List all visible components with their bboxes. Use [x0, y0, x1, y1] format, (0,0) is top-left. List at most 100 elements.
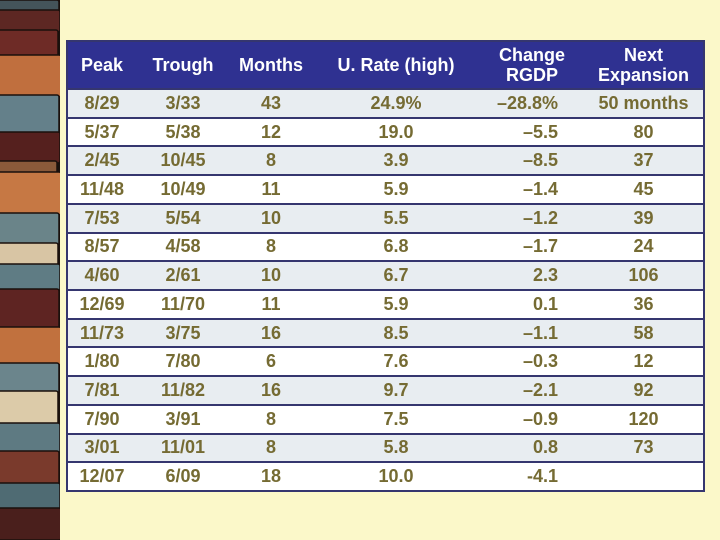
table-cell-months: 8: [265, 236, 276, 257]
table-cell-urate: 8.5: [383, 322, 409, 343]
table-cell-peak: 12/07: [79, 466, 125, 487]
column-header-peak: Peak: [80, 55, 124, 75]
table-cell-urate: 10.0: [378, 466, 414, 487]
table-cell-months: 12: [260, 121, 282, 142]
table-row: 11/73 3/75 16 8.5 –1.1 58: [68, 317, 703, 347]
table-cell-urate: 6.8: [383, 236, 409, 257]
table-cell-months: 6: [265, 351, 276, 372]
table-cell-rgdp: 0.8: [532, 437, 558, 458]
table-cell-urate: 7.6: [383, 351, 409, 372]
table-cell-peak: 7/53: [84, 207, 120, 228]
table-cell-trough: 7/80: [165, 351, 201, 372]
table-cell-urate: 5.9: [383, 179, 409, 200]
table-cell-next: [584, 463, 703, 490]
table-cell-urate: 9.7: [383, 380, 409, 401]
table-cell-next: 36: [633, 293, 654, 314]
table-cell-trough: 10/45: [160, 150, 206, 171]
table-cell-peak: 8/29: [84, 92, 120, 113]
table-cell-rgdp: 0.1: [532, 293, 558, 314]
table-cell-rgdp: –1.7: [522, 236, 558, 257]
table-cell-months: 10: [260, 265, 282, 286]
table-cell-rgdp: –1.2: [522, 207, 558, 228]
table-cell-peak: 7/90: [84, 408, 120, 429]
table-cell-next: 45: [633, 179, 654, 200]
table-cell-rgdp: –1.4: [522, 179, 558, 200]
table-cell-urate: 24.9%: [370, 92, 422, 113]
table-cell-rgdp: –8.5: [522, 150, 558, 171]
table-cell-peak: 11/73: [79, 322, 125, 343]
table-cell-trough: 5/38: [165, 121, 201, 142]
table-row: 11/48 10/49 11 5.9 –1.4 45: [68, 174, 703, 203]
table-cell-months: 10: [260, 207, 282, 228]
table-cell-trough: 3/91: [165, 408, 201, 429]
table-cell-trough: 6/09: [165, 466, 201, 487]
table-row: 7/90 3/91 8 7.5 –0.9 120: [68, 403, 703, 433]
table-cell-next: 92: [633, 380, 654, 401]
table-cell-next: 12: [633, 351, 654, 372]
table-cell-urate: 3.9: [383, 150, 409, 171]
table-cell-next: 24: [633, 236, 654, 257]
table-cell-trough: 11/82: [160, 380, 206, 401]
column-header-trough: Trough: [152, 55, 214, 75]
table-row: 7/53 5/54 10 5.5 –1.2 39: [68, 202, 703, 232]
table-row: 8/29 3/33 43 24.9% –28.8% 50 months: [68, 88, 703, 117]
table-row: 5/37 5/38 12 19.0 –5.5 80: [68, 116, 703, 146]
table-header-row: Peak Trough Months U. Rate (high) Change RGD…: [68, 42, 703, 88]
table-cell-peak: 2/45: [84, 150, 120, 171]
table-cell-trough: 3/33: [165, 92, 201, 113]
table-cell-rgdp: –5.5: [522, 121, 558, 142]
table-cell-peak: 7/81: [84, 380, 120, 401]
table-cell-peak: 3/01: [84, 437, 120, 458]
column-header-urate: U. Rate (high): [337, 55, 455, 75]
table-cell-next: 73: [633, 437, 654, 458]
table-cell-months: 11: [261, 179, 281, 200]
table-row: 8/57 4/58 8 6.8 –1.7 24: [68, 231, 703, 261]
table-cell-peak: 4/60: [84, 265, 120, 286]
table-cell-next: 37: [633, 150, 654, 171]
table-row: 12/07 6/09 18 10.0 -4.1: [68, 461, 703, 491]
table-cell-next: 39: [633, 207, 654, 228]
table-row: 1/80 7/80 6 7.6 –0.3 12: [68, 346, 703, 376]
table-cell-trough: 11/70: [160, 293, 206, 314]
recession-table: Peak Trough Months U. Rate (high) Change RGD…: [66, 40, 705, 492]
table-cell-next: 120: [628, 408, 659, 429]
table-cell-months: 43: [260, 92, 282, 113]
table-cell-trough: 11/01: [160, 437, 206, 458]
column-header-next: Next Expansion: [597, 45, 690, 85]
table-cell-urate: 19.0: [378, 121, 414, 142]
table-cell-peak: 12/69: [79, 293, 125, 314]
table-cell-next: 106: [628, 265, 659, 286]
table-cell-rgdp: –28.8%: [496, 92, 558, 113]
table-cell-urate: 5.5: [383, 207, 409, 228]
table-row: 7/81 11/82 16 9.7 –2.1 92: [68, 375, 703, 404]
table-cell-urate: 7.5: [383, 408, 409, 429]
table-cell-next: 80: [633, 121, 654, 142]
table-cell-urate: 6.7: [383, 265, 409, 286]
table-cell-months: 8: [265, 437, 276, 458]
table-row: 12/69 11/70 11 5.9 0.1 36: [68, 289, 703, 318]
table-cell-rgdp: –0.3: [522, 351, 558, 372]
table-cell-urate: 5.9: [383, 293, 409, 314]
table-cell-urate: 5.8: [383, 437, 409, 458]
table-cell-months: 18: [260, 466, 282, 487]
table-row: 4/60 2/61 10 6.7 2.3 106: [68, 260, 703, 290]
table-cell-rgdp: 2.3: [532, 265, 558, 286]
table-cell-next: 58: [633, 322, 654, 343]
table-cell-peak: 8/57: [84, 236, 120, 257]
table-cell-peak: 11/48: [79, 179, 125, 200]
table-cell-peak: 1/80: [84, 351, 120, 372]
stone-wall-texture: [0, 0, 60, 540]
table-cell-trough: 10/49: [160, 179, 206, 200]
table-cell-months: 8: [265, 150, 276, 171]
table-cell-rgdp: –2.1: [522, 380, 558, 401]
table-cell-rgdp: –1.1: [522, 322, 558, 343]
table-cell-months: 8: [265, 408, 276, 429]
table-cell-rgdp: –0.9: [522, 408, 558, 429]
table-cell-months: 16: [260, 322, 282, 343]
table-cell-trough: 5/54: [165, 207, 201, 228]
table-cell-trough: 3/75: [165, 322, 201, 343]
table-cell-rgdp: -4.1: [526, 466, 558, 487]
table-row: 3/01 11/01 8 5.8 0.8 73: [68, 432, 703, 462]
table-cell-months: 16: [260, 380, 282, 401]
